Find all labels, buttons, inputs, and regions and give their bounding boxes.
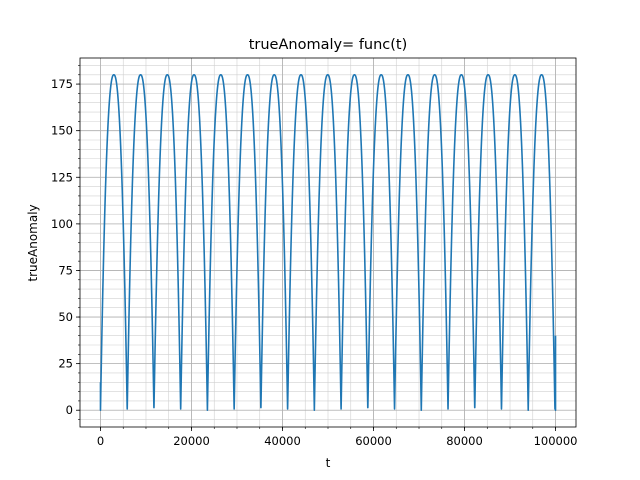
- chart-title: trueAnomaly= func(t): [249, 37, 408, 53]
- plot-frame: [79, 57, 577, 428]
- true-anomaly-series-line: [99, 73, 557, 412]
- x-tick-label: 20000: [173, 434, 210, 448]
- x-axis-label: t: [326, 456, 331, 470]
- x-tick-label: 80000: [446, 434, 483, 448]
- x-tick-label: 60000: [355, 434, 392, 448]
- y-tick-label: 175: [51, 77, 73, 91]
- y-tick-label: 25: [58, 357, 73, 371]
- y-tick-label: 0: [66, 403, 73, 417]
- y-tick-label: 100: [51, 217, 73, 231]
- y-tick-label: 150: [51, 124, 73, 138]
- axes: 0 20000 40000 60000 80000 100000 0 25 50 75 100 125…: [51, 57, 578, 448]
- x-tick-label: 40000: [264, 434, 301, 448]
- y-axis-label: trueAnomaly: [26, 204, 40, 281]
- y-tick-label: 50: [58, 310, 73, 324]
- y-tick-label: 75: [58, 263, 73, 277]
- grid: [80, 58, 576, 427]
- x-tick-label: 0: [97, 434, 104, 448]
- series-layer: [99, 73, 557, 412]
- x-tick-label: 100000: [534, 434, 578, 448]
- y-tick-label: 125: [51, 170, 73, 184]
